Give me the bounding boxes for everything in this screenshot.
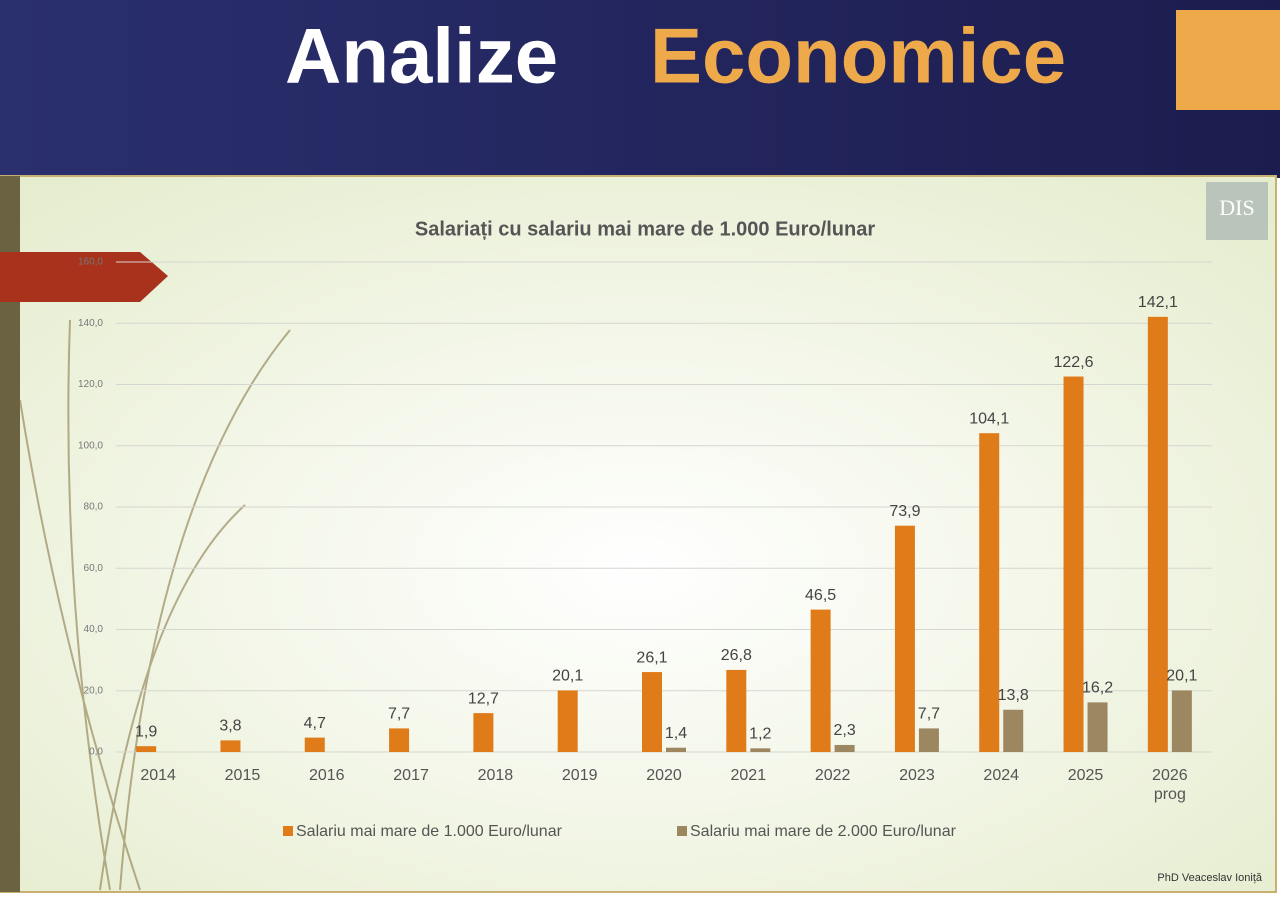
bar	[1087, 702, 1108, 752]
bar	[979, 433, 1000, 752]
bar	[1171, 690, 1192, 752]
bar	[473, 713, 494, 752]
header-title-1: Analize	[285, 12, 558, 100]
data-label: 2,3	[833, 722, 855, 739]
y-tick-label: 40,0	[84, 624, 104, 635]
x-tick-label: 2019	[561, 767, 598, 784]
decor-curves	[19, 319, 291, 891]
data-label: 1,9	[135, 723, 157, 740]
bar	[726, 669, 747, 752]
y-tick-label: 80,0	[84, 502, 104, 513]
x-tick-label: 2020	[646, 767, 682, 784]
panel-stripe	[0, 176, 20, 892]
y-tick-label: 20,0	[84, 685, 104, 696]
logo	[1206, 182, 1268, 240]
y-tick-label: 0,0	[89, 747, 103, 758]
x-tick-label: 2023	[899, 767, 935, 784]
x-tick-label: 2026 prog	[1152, 767, 1188, 803]
x-tick-label: 2015	[224, 767, 261, 784]
footer-author: PhD Veaceslav Ioniță	[1157, 872, 1262, 884]
y-tick-label: 160,0	[78, 257, 103, 268]
legend-label: Salariu mai mare de 2.000 Euro/lunar	[690, 823, 957, 840]
bar	[304, 737, 325, 752]
data-label: 16,2	[1082, 680, 1113, 697]
bar	[834, 744, 855, 752]
x-tick-label: 2022	[814, 767, 851, 784]
x-tick-label: 2014	[140, 767, 176, 784]
x-tick-label: 2024	[983, 767, 1020, 784]
data-label: 73,9	[889, 503, 920, 520]
bar	[642, 672, 662, 752]
bar	[220, 740, 241, 752]
y-tick-label: 140,0	[78, 318, 103, 329]
bar	[810, 609, 831, 752]
bar	[1147, 316, 1168, 752]
header-title-2: Economice	[650, 12, 1066, 100]
data-label: 20,1	[1166, 668, 1197, 685]
x-tick-label: 2025	[1067, 767, 1104, 784]
x-tick-label: 2016	[308, 767, 345, 784]
y-tick-label: 60,0	[84, 563, 104, 574]
bar	[894, 525, 915, 752]
data-label: 20,1	[552, 668, 583, 685]
legend-swatch	[677, 826, 687, 836]
data-label: 122,6	[1054, 354, 1094, 371]
y-tick-label: 120,0	[78, 379, 103, 390]
logo-text: DIS	[1219, 195, 1254, 220]
bar	[918, 728, 939, 752]
x-tick-label: 2018	[477, 767, 514, 784]
data-label: 12,7	[468, 690, 499, 707]
data-label: 26,1	[636, 649, 667, 666]
bar	[1003, 709, 1024, 752]
legend-swatch	[283, 826, 293, 836]
x-tick-label: 2021	[730, 767, 767, 784]
data-label: 46,5	[805, 587, 836, 604]
decor-arrow	[0, 252, 168, 302]
data-label: 7,7	[918, 706, 940, 723]
data-label: 7,7	[388, 706, 410, 723]
data-label: 4,7	[304, 715, 326, 732]
bar	[1063, 376, 1084, 752]
bar	[666, 747, 686, 752]
data-label: 26,8	[721, 647, 752, 664]
header-band	[0, 0, 1280, 178]
chart-title: Salariați cu salariu mai mare de 1.000 E…	[415, 218, 875, 240]
data-label: 1,2	[749, 726, 771, 743]
data-label: 104,1	[969, 410, 1009, 427]
data-label: 3,8	[219, 718, 241, 735]
x-tick-label: 2017	[393, 767, 429, 784]
y-tick-label: 100,0	[78, 440, 103, 451]
header-square	[1176, 10, 1280, 110]
bar	[557, 690, 578, 752]
bar	[389, 728, 410, 752]
legend-label: Salariu mai mare de 1.000 Euro/lunar	[296, 823, 563, 840]
data-label: 13,8	[998, 687, 1029, 704]
bar	[136, 746, 157, 752]
data-label: 1,4	[665, 725, 687, 742]
bar	[750, 748, 771, 752]
data-label: 142,1	[1138, 294, 1178, 311]
chart-panel	[0, 175, 1277, 893]
